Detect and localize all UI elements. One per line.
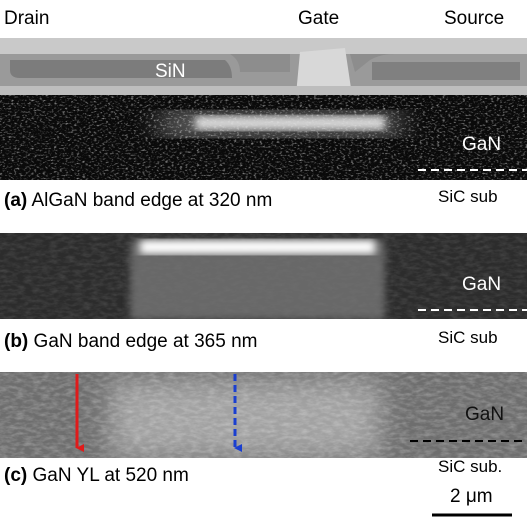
cl-image-c xyxy=(0,372,527,458)
caption: (b) GaN band edge at 365 nm xyxy=(4,331,257,352)
caption: (a) AlGaN band edge at 320 nm xyxy=(4,190,272,211)
layer-label: GaN xyxy=(462,274,501,295)
layer-label: SiC sub xyxy=(438,328,498,347)
layer-label: GaN xyxy=(462,134,501,155)
sin-label: SiN xyxy=(155,61,186,82)
terminal-label: Source xyxy=(444,8,504,29)
cl-image-a xyxy=(0,95,527,180)
layer-label: SiC sub xyxy=(438,187,498,206)
figure: Drain Gate Source SiN GaN (a) AlGaN band… xyxy=(0,0,527,519)
scale-bar-label: 2 μm xyxy=(450,486,493,507)
caption: (c) GaN YL at 520 nm xyxy=(4,465,189,486)
sem-image xyxy=(0,38,527,95)
terminal-label: Drain xyxy=(4,8,49,29)
layer-label: SiC sub. xyxy=(438,457,502,476)
cl-image-b xyxy=(0,233,527,320)
layer-label: GaN xyxy=(465,404,504,425)
terminal-label: Gate xyxy=(298,8,339,29)
